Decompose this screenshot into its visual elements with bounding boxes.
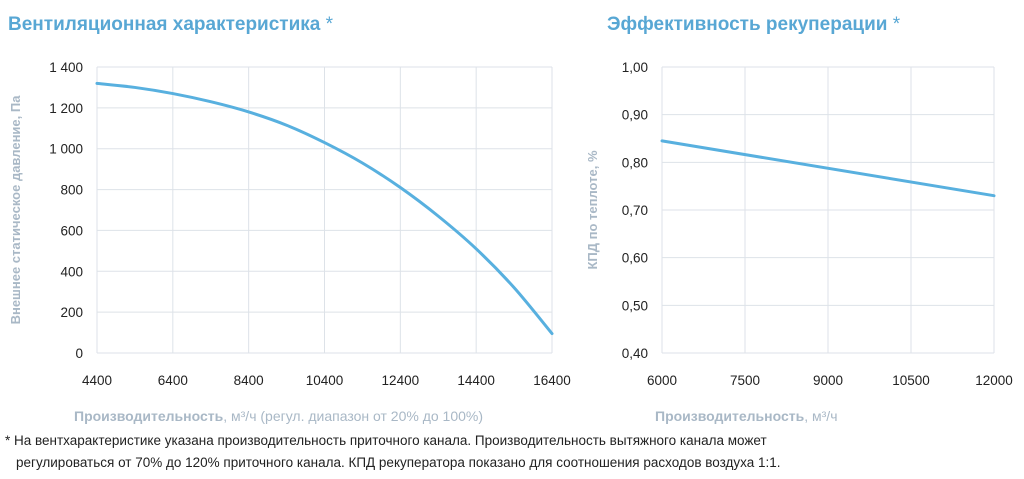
y-tick-label-right-3: 0,70	[622, 203, 648, 218]
x-tick-label-right-1: 7500	[730, 373, 760, 388]
y-tick-label-left-2: 400	[60, 264, 83, 279]
x-axis-label-left-bold: Производительность	[74, 408, 224, 424]
y-axis-label-left: Внешнее статическое давление, Па	[8, 95, 23, 325]
y-tick-label-left-0: 0	[75, 346, 83, 361]
chart-title-left-star: *	[325, 14, 334, 35]
footnote-line-2: регулироваться от 70% до 120% приточного…	[16, 455, 781, 470]
x-tick-label-left-1: 6400	[158, 373, 188, 388]
x-tick-label-left-4: 12400	[382, 373, 420, 388]
x-tick-label-right-0: 6000	[647, 373, 677, 388]
y-tick-label-right-4: 0,80	[622, 155, 648, 170]
y-tick-label-right-5: 0,90	[622, 108, 648, 123]
y-tick-label-left-4: 800	[60, 183, 83, 198]
x-tick-label-left-3: 10400	[306, 373, 344, 388]
x-tick-label-right-3: 10500	[892, 373, 930, 388]
x-tick-label-right-2: 9000	[813, 373, 843, 388]
y-tick-label-left-1: 200	[60, 305, 83, 320]
chart-title-left-text: Вентиляционная характеристика	[8, 14, 321, 35]
series-line-right	[660, 139, 996, 198]
chart-title-right-star: *	[892, 14, 901, 35]
y-tick-label-right-1: 0,50	[622, 298, 648, 313]
y-tick-label-right-0: 0,40	[622, 346, 648, 361]
x-tick-label-left-5: 14400	[457, 373, 495, 388]
chart-title-right-text: Эффективность рекуперации	[607, 14, 888, 35]
x-tick-label-left-2: 8400	[234, 373, 264, 388]
y-tick-label-left-5: 1 000	[49, 142, 83, 157]
x-axis-label-left: Производительность, м³/ч (регул. диапазо…	[74, 408, 483, 424]
x-axis-label-right-rest: , м³/ч	[804, 408, 838, 424]
y-tick-label-left-6: 1 200	[49, 101, 83, 116]
series-line-left	[95, 81, 554, 336]
y-axis-label-right: КПД по теплоте, %	[585, 150, 600, 270]
x-axis-label-right: Производительность, м³/ч	[655, 408, 837, 424]
chart-title-right: Эффективность рекуперации *	[607, 14, 900, 36]
y-tick-label-left-7: 1 400	[49, 60, 83, 75]
x-tick-label-right-4: 12000	[975, 373, 1013, 388]
chart-title-left: Вентиляционная характеристика *	[8, 14, 333, 36]
x-axis-label-left-rest: , м³/ч (регул. диапазон от 20% до 100%)	[223, 408, 484, 424]
footnote: * На вентхарактеристике указана производ…	[5, 430, 1015, 474]
y-tick-label-right-2: 0,60	[622, 251, 648, 266]
y-tick-label-right-6: 1,00	[622, 60, 648, 75]
x-tick-label-left-6: 16400	[533, 373, 571, 388]
x-tick-label-left-0: 4400	[82, 373, 112, 388]
y-tick-label-left-3: 600	[60, 223, 83, 238]
x-axis-label-right-bold: Производительность	[655, 408, 805, 424]
footnote-line-1: * На вентхарактеристике указана производ…	[5, 433, 767, 448]
